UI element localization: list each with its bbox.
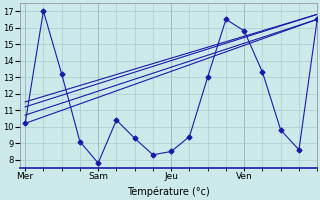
X-axis label: Température (°c): Température (°c) [127, 187, 210, 197]
